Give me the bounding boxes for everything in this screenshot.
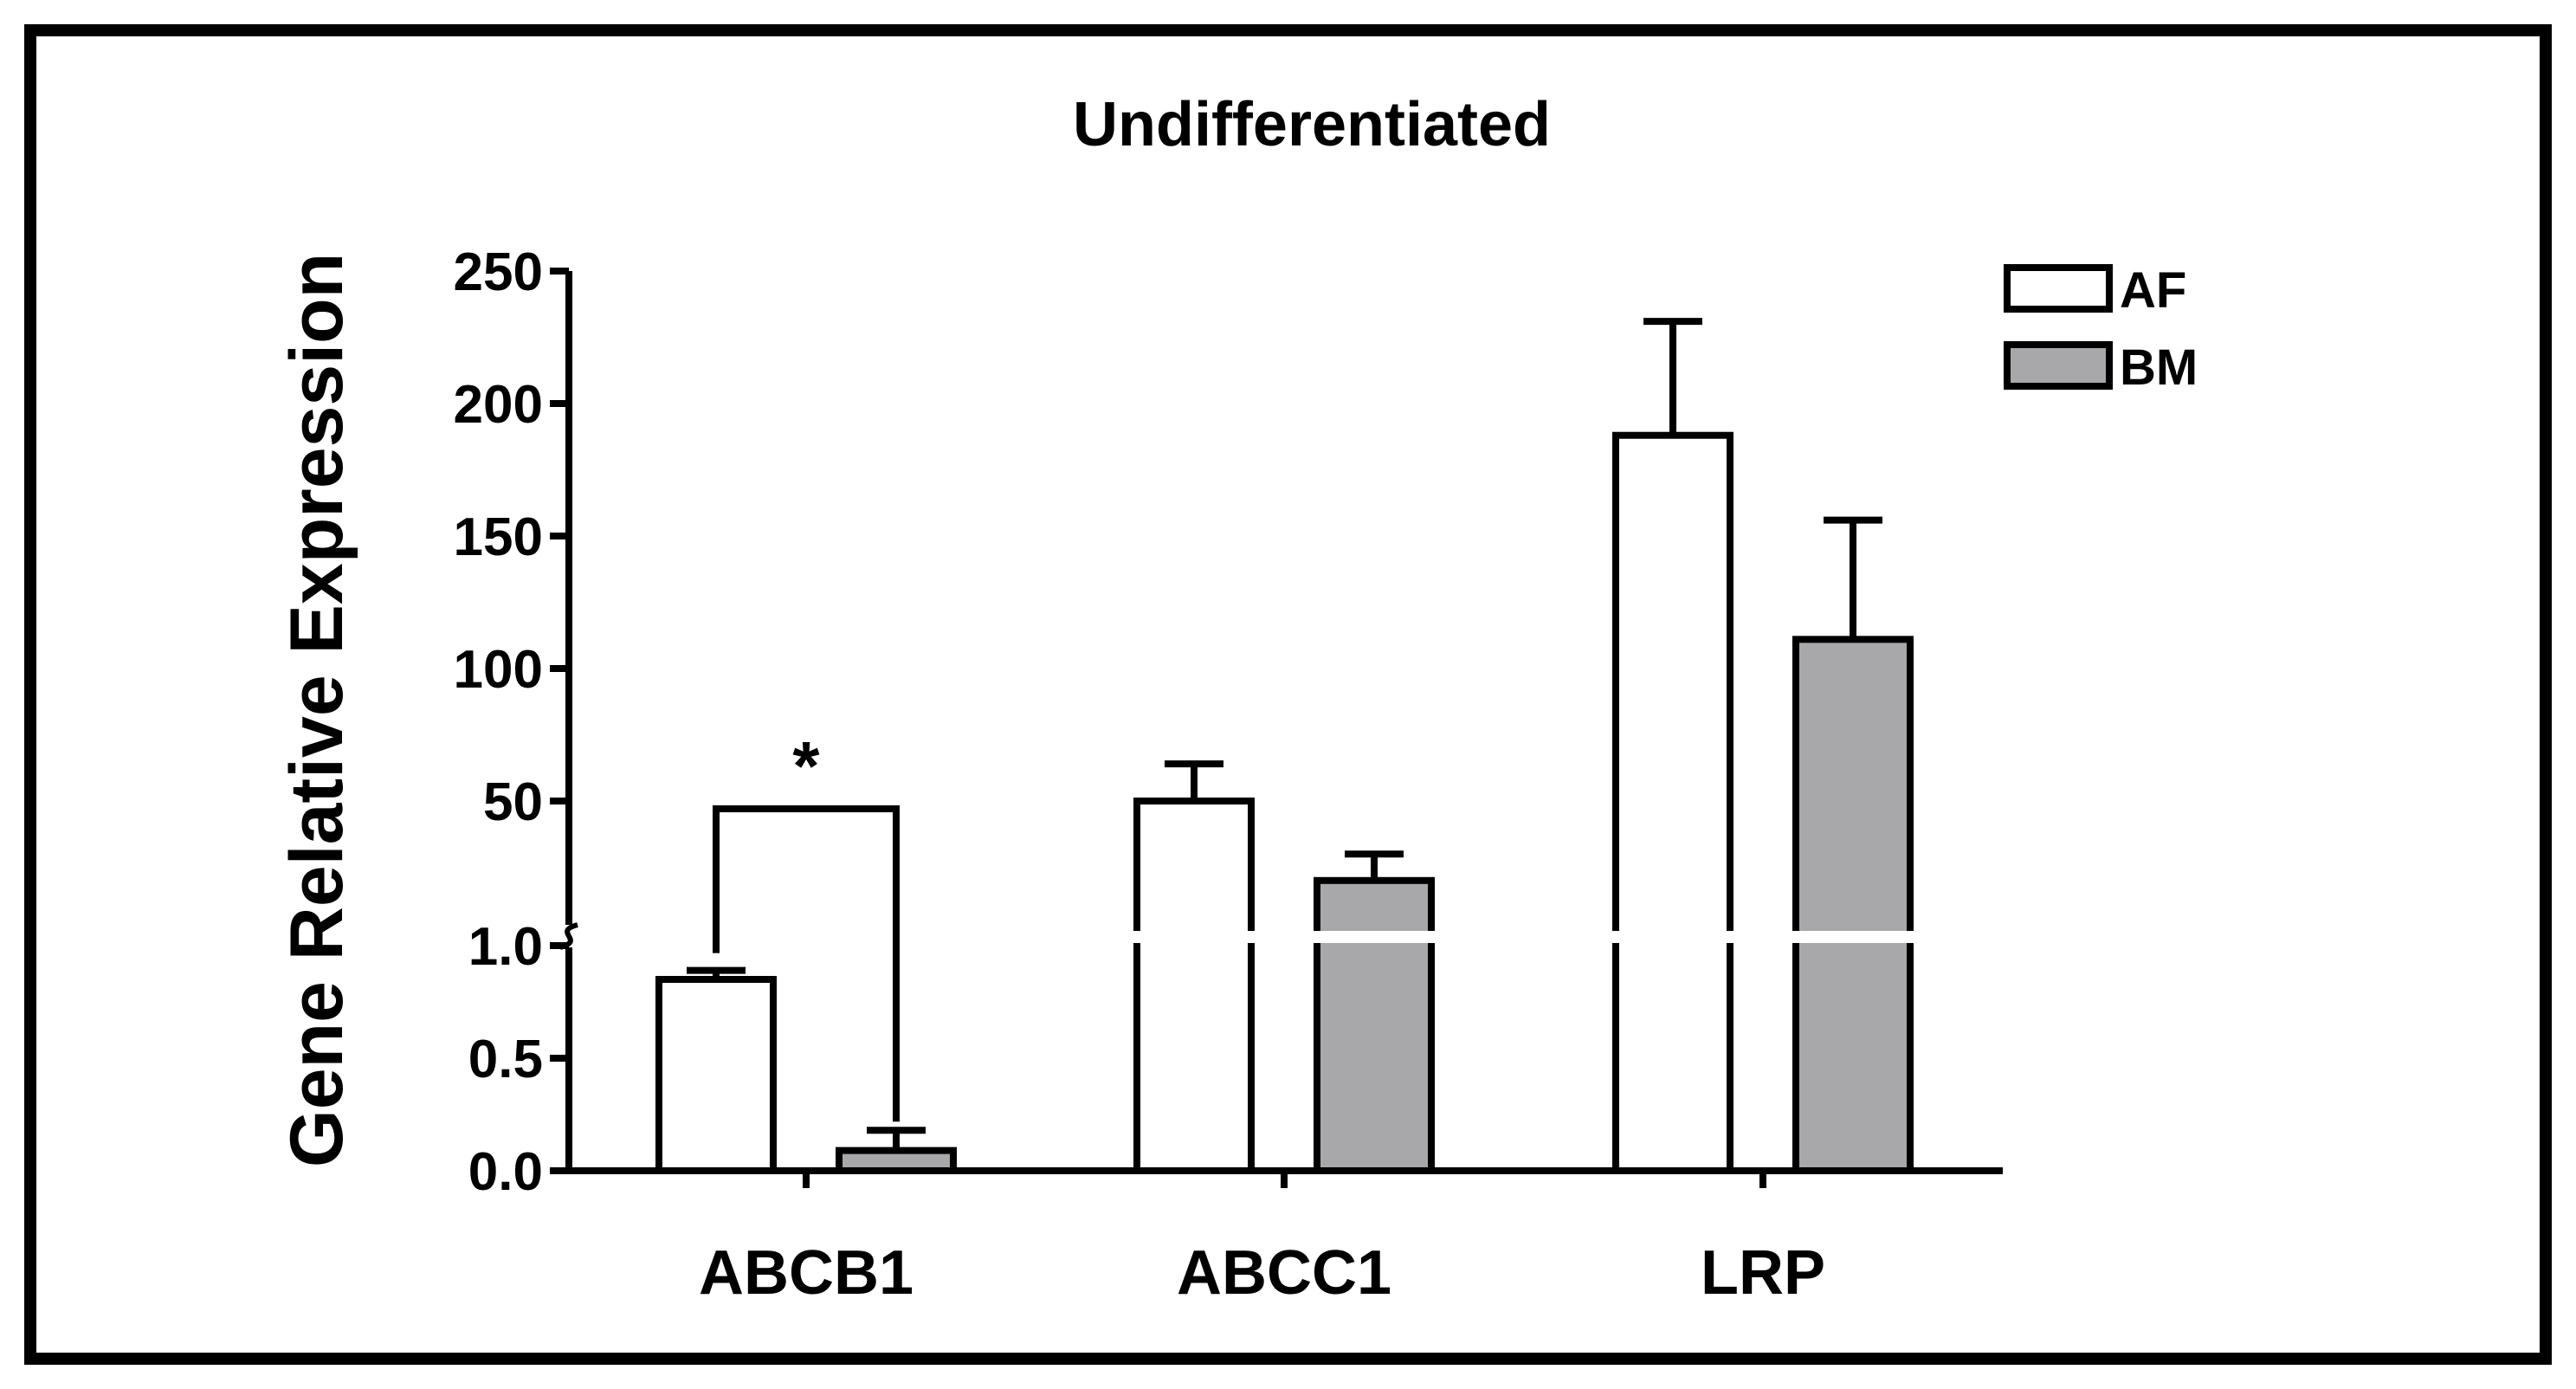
y-axis-label: Gene Relative Expression xyxy=(275,253,358,1167)
y-tick-label: 250 xyxy=(454,242,543,302)
bar-af-abcb1 xyxy=(655,976,777,1174)
y-tick-label: 50 xyxy=(483,772,543,832)
y-tick-label: 200 xyxy=(454,375,543,435)
legend-swatch-bm xyxy=(2004,341,2113,390)
bar-af-abcc1 xyxy=(1133,798,1255,1174)
significance-star: * xyxy=(792,727,820,804)
bar-af-lrp xyxy=(1612,431,1733,1175)
significance-bracket xyxy=(713,805,900,1122)
figure-frame xyxy=(24,24,2552,1365)
y-tick-label: 100 xyxy=(454,640,543,700)
x-tick-label: ABCC1 xyxy=(1177,1238,1391,1308)
legend-label-af: AF xyxy=(2120,262,2186,319)
bar-bm-abcb1 xyxy=(836,1147,957,1174)
bar-break-gap xyxy=(1130,931,1258,943)
y-tick-label: 0.5 xyxy=(468,1030,543,1089)
bar-break-gap xyxy=(1310,931,1438,943)
legend-label-bm: BM xyxy=(2120,339,2198,396)
y-tick-label: 0.0 xyxy=(468,1142,543,1202)
x-tick-label: LRP xyxy=(1701,1238,1825,1308)
bar-bm-abcc1 xyxy=(1314,876,1435,1174)
x-tick-label: ABCB1 xyxy=(699,1238,914,1308)
legend-swatch-af xyxy=(2004,264,2113,313)
bar-break-gap xyxy=(1609,931,1737,943)
chart-title: Undifferentiated xyxy=(1073,90,1551,159)
y-tick-label: 150 xyxy=(454,507,543,567)
bar-break-gap xyxy=(1789,931,1917,943)
bar-bm-lrp xyxy=(1792,636,1914,1174)
y-tick-label: 1.0 xyxy=(468,917,543,977)
